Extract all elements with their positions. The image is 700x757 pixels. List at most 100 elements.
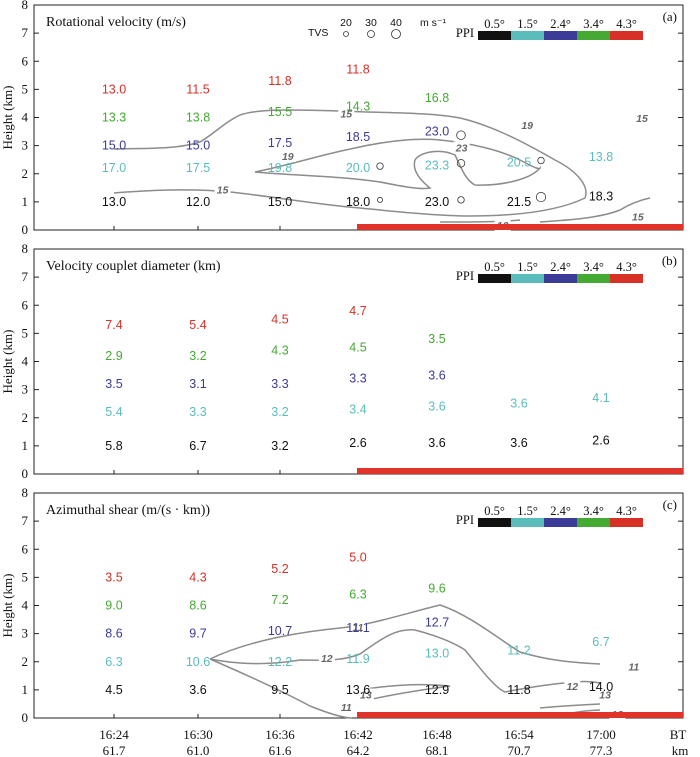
data-value-label: 6.7 [189,439,206,453]
data-value-label: 12.7 [425,615,449,629]
ppi-legend-item: 4.3° [616,260,637,274]
contour-label-bg [279,149,296,162]
data-value-label: 3.3 [189,405,206,419]
data-value-label: 17.5 [186,161,210,175]
y-tick-label: 7 [22,513,29,528]
y-tick-label: 7 [22,25,29,40]
contour-label: 11 [341,702,352,714]
panel-label: (a) [663,9,677,24]
contour-label-bg [318,651,335,664]
y-axis-label: Height (km) [0,330,15,394]
data-value-label: 13.0 [102,195,126,209]
data-value-label: 3.6 [189,683,206,697]
y-tick-label: 4 [22,354,29,369]
data-value-label: 3.5 [105,377,122,391]
y-tick-label: 3 [22,138,29,153]
contour-line [439,219,521,223]
data-value-label: 3.6 [428,369,445,383]
y-tick-label: 0 [22,222,29,237]
x-tick-distance: 61.6 [269,743,292,757]
ppi-legend-item: 3.4° [583,17,604,31]
data-value-label: 3.3 [271,377,288,391]
x-tick-distance: 61.0 [187,743,210,757]
contour-label-bg [453,141,470,154]
tvs-legend-unit: m s⁻¹ [420,17,446,29]
tvs-legend-circle [367,30,375,38]
data-value-label: 3.3 [349,371,366,385]
data-value-label: 11.8 [346,63,369,77]
data-value-label: 5.0 [349,551,366,565]
x-axis-label-top: BT [670,727,687,742]
data-value-label: 23.0 [425,195,449,209]
data-value-label: 15.0 [268,195,292,209]
y-tick-label: 1 [22,194,29,209]
contour-label: 12 [566,681,578,693]
y-tick-label: 4 [22,598,29,613]
y-axis-label: Height (km) [0,574,15,638]
data-value-label: 3.6 [510,436,527,450]
data-value-label: 3.6 [428,400,445,414]
tvs-legend-circle [343,31,349,37]
ppi-legend-item: 3.4° [583,260,604,274]
data-value-label: 12.0 [186,195,210,209]
data-value-label: 11.8 [268,74,291,88]
x-tick-time: 16:30 [183,727,213,742]
ppi-legend-swatch [544,518,577,527]
tornado-period-bar [357,468,683,474]
data-value-label: 5.4 [189,318,206,332]
ppi-legend-item: 4.3° [616,504,637,518]
contour-label-bg [629,210,646,223]
contour-label-bg [564,680,581,693]
panel-frame [33,248,684,475]
data-value-label: 23.3 [425,158,449,172]
tvs-circle [537,156,545,165]
panel-label: (c) [663,497,677,512]
contour-line [359,683,451,701]
contour-label: 15 [340,109,352,121]
data-value-label: 15.0 [102,139,126,153]
ppi-legend-swatch [544,274,577,283]
ppi-legend-label: PPI [456,26,474,40]
tvs-legend-label: TVS [308,27,328,39]
ppi-legend-item: 2.4° [550,504,571,518]
ppi-legend-item: 3.4° [583,504,604,518]
contour-line [113,109,587,217]
tornado-period-bar [357,224,683,230]
ppi-legend-item: 0.5° [484,260,505,274]
data-value-label: 4.3 [189,570,206,584]
contour-label-bg [597,688,614,701]
ppi-legend-item: 1.5° [517,504,538,518]
y-tick-label: 6 [22,297,29,312]
data-value-label: 4.5 [105,683,122,697]
data-value-label: 7.2 [271,593,288,607]
data-value-label: 13.0 [425,646,449,660]
ppi-legend-item: 2.4° [550,17,571,31]
data-value-label: 4.5 [349,340,366,354]
ppi-legend-swatch [610,518,643,527]
panel-title: Velocity couplet diameter (km) [46,259,221,274]
ppi-legend-label: PPI [456,269,474,283]
tvs-circle [456,159,466,168]
y-tick-label: 2 [22,654,29,669]
data-value-label: 16.8 [425,91,449,105]
contour-label-bg [338,107,355,120]
tvs-legend-size: 20 [340,17,352,29]
data-value-label: 11.9 [346,652,369,666]
y-tick-label: 3 [22,626,29,641]
data-value-label: 14.3 [346,99,370,113]
data-value-label: 20.0 [346,161,370,175]
y-axis-label: Height (km) [0,86,15,150]
y-tick-label: 5 [22,325,29,340]
ppi-legend-swatch [478,518,511,527]
ppi-legend-item: 0.5° [484,504,505,518]
y-tick-label: 5 [22,81,29,96]
data-value-label: 18.5 [346,130,370,144]
y-tick-label: 2 [22,410,29,425]
contour-label-bg [214,183,231,196]
tvs-circle [377,196,383,203]
contour-label-bg [338,701,355,714]
data-value-label: 21.5 [507,195,531,209]
x-tick-distance: 68.1 [426,743,449,757]
